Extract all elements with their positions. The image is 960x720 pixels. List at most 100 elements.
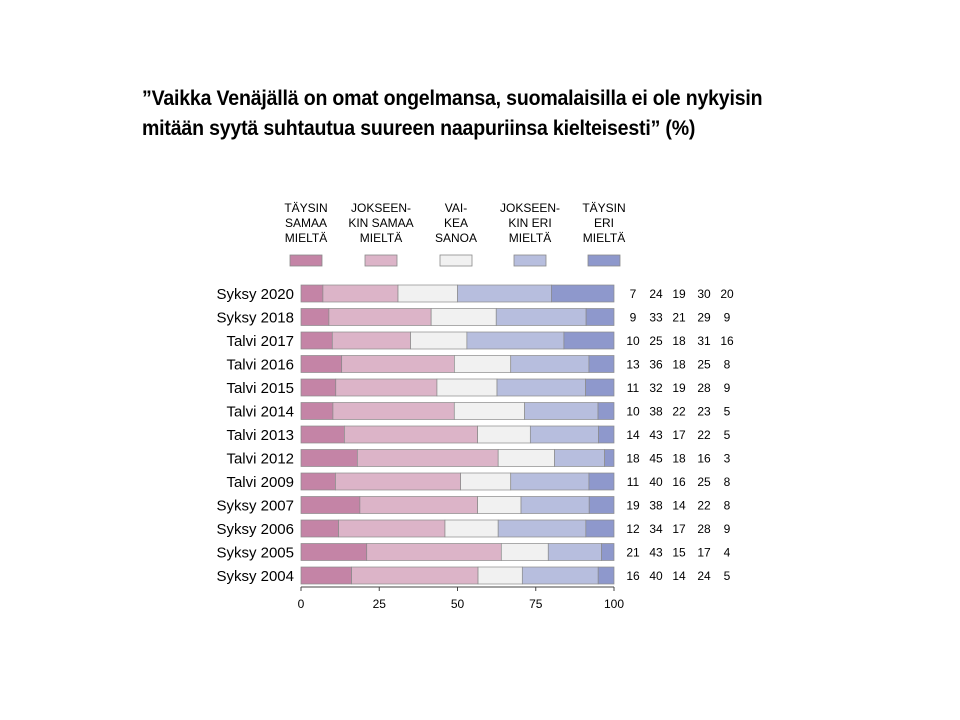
value-label: 9 — [724, 522, 731, 536]
bar-segment — [300, 496, 361, 514]
x-axis: 0 25 50 75 100 — [298, 586, 624, 611]
value-label: 32 — [649, 381, 663, 395]
value-label: 16 — [672, 475, 686, 489]
value-label: 3 — [724, 452, 731, 466]
x-tick-label: 50 — [451, 597, 465, 611]
value-label: 36 — [649, 358, 663, 372]
bar-segment — [477, 566, 523, 585]
chart-title-line-1: ”Vaikka Venäjällä on omat ongelmansa, su… — [142, 87, 763, 110]
bar-segment — [410, 331, 468, 350]
value-label: 22 — [697, 499, 711, 513]
bar-segment — [444, 519, 499, 538]
bar-segment — [359, 496, 478, 514]
bar-segment — [335, 378, 438, 397]
row-label: Talvi 2014 — [226, 404, 294, 421]
bar-segment — [554, 449, 605, 467]
row-label: Talvi 2017 — [226, 333, 294, 350]
row-label: Talvi 2016 — [226, 357, 294, 374]
value-label: 10 — [626, 334, 640, 348]
value-label: 4 — [724, 546, 731, 560]
chart-title: ”Vaikka Venäjällä on omat ongelmansa, su… — [142, 84, 849, 144]
value-label: 14 — [672, 499, 686, 513]
bar-segment — [328, 308, 432, 326]
value-label: 12 — [626, 522, 640, 536]
x-tick-label: 25 — [373, 597, 387, 611]
bar-segment — [477, 425, 531, 444]
row-label: Syksy 2006 — [216, 521, 294, 538]
value-label: 15 — [672, 546, 686, 560]
value-label: 21 — [626, 546, 640, 560]
bar-segment — [588, 472, 615, 491]
x-tick-label: 0 — [298, 597, 305, 611]
x-tick-label: 75 — [529, 597, 543, 611]
value-label: 10 — [626, 405, 640, 419]
legend-label-line: SANOA — [435, 231, 477, 245]
bar-segment — [300, 402, 334, 420]
value-label: 28 — [697, 522, 711, 536]
bar-segment — [430, 308, 497, 326]
bar-segment — [397, 284, 458, 303]
bar-segment — [563, 331, 615, 350]
legend-label-line: ERI — [594, 216, 614, 230]
value-label: 9 — [630, 311, 637, 325]
legend-label-line: KIN ERI — [508, 216, 551, 230]
bar-segment — [466, 331, 565, 350]
value-label: 25 — [697, 358, 711, 372]
bar-segment — [477, 496, 522, 514]
value-label: 14 — [672, 569, 686, 583]
bar-segment — [331, 331, 411, 350]
value-label: 19 — [672, 287, 686, 301]
value-label: 16 — [720, 334, 734, 348]
value-label: 9 — [724, 311, 731, 325]
bar-segment — [521, 566, 599, 585]
legend-label-line: TÄYSIN — [284, 201, 327, 215]
bar-segment — [585, 519, 615, 538]
bar-segment — [300, 472, 336, 491]
legend-swatch — [513, 254, 547, 267]
legend-label-line: MIELTÄ — [285, 231, 327, 245]
chart-rows: Syksy 2020 Syksy 2018 Talvi 2017 Talvi 2016… — [216, 284, 615, 585]
value-label: 25 — [697, 475, 711, 489]
row-label: Syksy 2004 — [216, 568, 294, 585]
row-label: Talvi 2013 — [226, 427, 294, 444]
bar-segment — [454, 355, 512, 373]
value-label: 16 — [626, 569, 640, 583]
value-label: 14 — [626, 428, 640, 442]
bar-segment — [356, 449, 499, 467]
bar-segment — [344, 425, 478, 444]
bar-segment — [495, 308, 587, 326]
value-label: 18 — [626, 452, 640, 466]
bar-segment — [332, 402, 455, 420]
row-label: Syksy 2007 — [216, 498, 294, 515]
bar-segment — [496, 378, 586, 397]
bar-segment — [300, 284, 324, 303]
bar-segment — [585, 378, 615, 397]
bar-segment — [529, 425, 599, 444]
row-label: Talvi 2012 — [226, 451, 294, 468]
value-label: 34 — [649, 522, 663, 536]
bar-segment — [457, 284, 552, 303]
legend-swatch — [289, 254, 323, 267]
value-label: 18 — [672, 358, 686, 372]
value-label: 38 — [649, 499, 663, 513]
legend-label-line: MIELTÄ — [360, 231, 402, 245]
bar-segment — [300, 308, 330, 326]
legend-label-line: KEA — [444, 216, 468, 230]
value-label: 22 — [697, 428, 711, 442]
value-label: 9 — [724, 381, 731, 395]
value-label: 17 — [672, 428, 686, 442]
value-label: 40 — [649, 475, 663, 489]
bar-segment — [366, 543, 502, 561]
value-label: 18 — [672, 452, 686, 466]
bar-segment — [322, 284, 399, 303]
value-label: 19 — [672, 381, 686, 395]
legend-label-line: TÄYSIN — [582, 201, 625, 215]
value-label: 30 — [697, 287, 711, 301]
value-label: 24 — [649, 287, 663, 301]
value-label: 17 — [672, 522, 686, 536]
value-label: 11 — [627, 475, 640, 489]
bar-segment — [300, 566, 352, 585]
value-label: 7 — [630, 287, 637, 301]
